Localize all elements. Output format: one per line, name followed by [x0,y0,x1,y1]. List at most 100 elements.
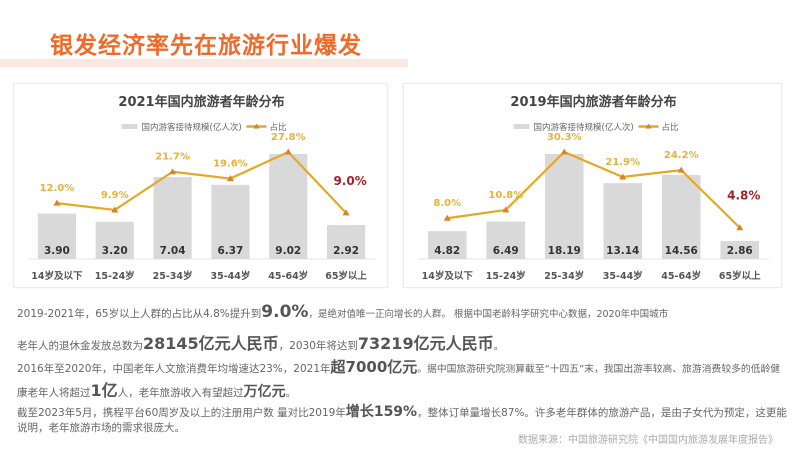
line-point-marker [677,166,685,173]
line-value-label: 21.7% [155,152,190,163]
line-point-marker [111,206,119,213]
line-value-label: 4.8% [727,189,760,203]
bar [95,221,134,259]
bar [661,174,701,259]
line-value-label: 27.8% [271,132,306,143]
bar [153,177,192,259]
legend-label-bar: 国内游客接待规模(亿人次) [534,122,634,133]
x-tick-label: 45-64岁 [268,270,308,282]
x-tick-label: 35-44岁 [603,270,643,282]
bar-value-label: 9.02 [275,245,301,257]
x-tick-label: 25-34岁 [544,270,584,282]
p3-highlight: 超7000亿元 [330,358,418,376]
paragraph-2: 老年人的退休金发放总数为28145亿元人民币，2030年将达到73219亿元人民… [17,330,504,354]
legend-swatch-bar [121,124,138,129]
p4-text-2: 人，老年旅游收入有望超过 [117,387,244,399]
p4-text-3: 。 [285,387,297,399]
legend-marker-icon [253,123,260,129]
line-point-marker [342,209,350,216]
chart-title: 2021年国内旅游者年龄分布 [118,94,284,110]
bar-value-label: 4.82 [434,245,460,257]
p1-text: 2019-2021年，65岁以上人群的占比从4.8%提升到 [17,308,262,320]
legend-swatch-bar [513,124,530,129]
line-point-marker [53,199,61,206]
bar-value-label: 14.56 [665,245,698,257]
line-value-label: 30.3% [547,132,582,143]
p2-text-2: ，2030年将达到 [278,340,358,352]
bar-value-label: 2.92 [333,245,359,257]
line-value-label: 9.9% [101,190,129,201]
line-point-marker [226,175,234,182]
paragraph-1: 2019-2021年，65岁以上人群的占比从4.8%提升到9.0%，是绝对值唯一… [17,302,668,322]
bar [326,225,366,259]
p2-highlight-2: 73219亿元人民币 [357,334,494,353]
p2-text-3: 。 [493,340,505,352]
bar-value-label: 7.04 [160,245,186,257]
paragraph-3: 2016年至2020年，中国老年人文旅消费年均增速达23%，2021年超7000… [17,356,780,377]
p3-text-2: 。据中国旅游研究院测算截至“十四五”末，我国出游率较高、旅游消费较多的低龄健 [417,364,781,375]
line-point-marker [619,173,627,180]
chart-title: 2019年国内旅游者年龄分布 [510,94,676,110]
paragraph-4: 康老年人将超过1亿人，老年旅游收入有望超过万亿元。 [17,377,296,401]
title-underline-band [0,59,408,67]
line-value-label: 9.0% [333,174,366,188]
line-value-label: 21.9% [605,157,640,168]
bar [486,221,526,259]
bar [427,231,467,259]
legend-marker-icon [645,123,652,129]
p2-text: 老年人的退休金发放总数为 [17,340,143,352]
line-value-label: 10.8% [488,190,523,201]
line-value-label: 24.2% [664,150,699,161]
x-tick-label: 14岁及以下 [422,270,474,282]
line-point-marker [560,148,568,155]
line-point-marker [736,224,744,231]
bar-value-label: 2.86 [727,245,753,257]
bar [544,154,584,259]
chart-legend: 国内游客接待规模(亿人次) 占比 [121,122,287,133]
chart-2019-age-distribution: 2019年国内旅游者年龄分布国内游客接待规模(亿人次) 占比 4.82 14岁及以下 6… [403,83,782,288]
legend-label-line: 占比 [662,122,679,133]
legend-label-line: 占比 [270,122,287,133]
chart-legend: 国内游客接待规模(亿人次) 占比 [513,122,679,133]
p1-highlight: 9.0% [261,302,309,322]
chart-2021-age-distribution: 2021年国内旅游者年龄分布国内游客接待规模(亿人次) 占比 3.90 14岁及以下 3… [13,83,388,288]
x-tick-label: 35-44岁 [210,270,250,282]
p4-highlight-1: 1亿 [90,381,118,400]
bar-value-label: 3.20 [102,245,128,257]
line-point-marker [502,206,510,213]
p5-text-2: ，整体订单量增长87%。许多老年群体的旅游产品，是由子女代为预定，这更能 [417,407,787,419]
x-tick-label: 14岁及以下 [31,270,83,282]
p4-highlight-2: 万亿元 [243,384,286,400]
p4-text: 康老年人将超过 [17,387,91,399]
p3-text: 2016年至2020年，中国老年人文旅消费年均增速达23%，2021年 [17,363,331,375]
p1-text-2: ，是绝对值唯一正向增长的人群。 根据中国老龄科学研究中心数据，2020年中国城市 [308,309,669,320]
legend-label-bar: 国内游客接待规模(亿人次) [142,122,242,133]
line-series-path [447,150,741,229]
page-title: 银发经济率先在旅游行业爆发 [50,33,362,59]
x-tick-label: 15-24岁 [95,270,135,282]
x-tick-label: 15-24岁 [486,270,526,282]
bar [603,183,643,259]
line-value-label: 19.6% [213,159,248,170]
bar [720,241,760,259]
bar [37,213,77,259]
bar-value-label: 6.49 [493,245,519,257]
p5-text: 截至2023年5月，携程平台60周岁及以上的注册用户数 量对比2019年 [17,407,346,419]
line-point-marker [443,214,451,221]
data-source-note: 数据来源：中国旅游研究院《中国国内旅游发展年度报告》 [518,435,778,446]
bar-value-label: 18.19 [548,245,581,257]
bar-value-label: 6.37 [217,245,243,257]
x-tick-label: 25-34岁 [153,270,193,282]
p2-highlight-1: 28145亿元人民币 [143,334,279,353]
bar [211,184,250,259]
bar [269,154,308,259]
paragraph-6: 说明，老年旅游市场的需求很庞大。 [17,422,185,434]
line-point-marker [284,148,292,155]
bar-value-label: 3.90 [44,245,70,257]
p5-highlight: 增长159% [345,404,418,420]
x-tick-label: 65岁以上 [719,270,761,282]
x-tick-label: 45-64岁 [661,270,701,282]
x-tick-label: 65岁以上 [325,270,367,282]
